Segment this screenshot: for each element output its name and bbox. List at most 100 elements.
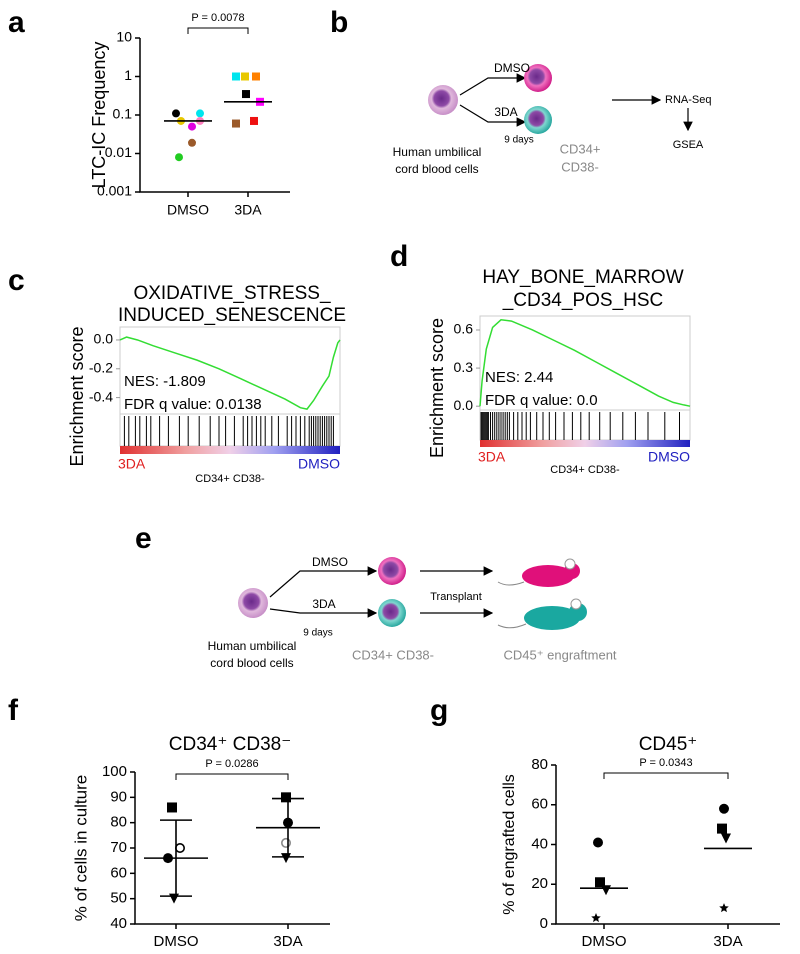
mouse (497, 598, 587, 630)
rank-bar (480, 440, 690, 447)
nes: NES: -1.809 (124, 373, 206, 390)
y-tick-label: 0.0 (454, 397, 474, 413)
x-tick-label: 3DA (273, 933, 302, 950)
panel-label: g (430, 694, 448, 727)
fdr: FDR q value: 0.0 (485, 392, 598, 409)
chart-title: CD45⁺ (639, 734, 698, 755)
label: CD38- (561, 159, 599, 174)
label: CD34+ CD38- (352, 647, 434, 662)
point (242, 90, 250, 99)
chart-title: INDUCED_SENESCENCE (118, 305, 346, 326)
x-tick-label: DMSO (154, 933, 199, 950)
chart-title: HAY_BONE_MARROW (482, 267, 683, 288)
y-axis-title: Enrichment score (67, 326, 87, 466)
point (169, 893, 179, 904)
point (281, 853, 291, 864)
bracket (603, 772, 729, 779)
point (188, 138, 196, 147)
p-value: P = 0.0078 (191, 12, 244, 24)
panel-label: c (8, 264, 25, 297)
x-tick-label: DMSO (582, 933, 627, 950)
diagram-b: b DMSO 3DA 9 days Human umbilical cord b… (330, 6, 711, 176)
point (175, 842, 186, 853)
y-tick-label: 0.001 (97, 183, 132, 199)
point (167, 802, 177, 813)
x-axis-title: CD34+ CD38- (550, 464, 620, 476)
label: 9 days (504, 135, 533, 146)
y-axis-title: % of cells in culture (71, 775, 90, 921)
y-tick-label: 90 (110, 788, 127, 805)
point (196, 109, 204, 118)
label: cord blood cells (395, 162, 478, 176)
arrow (269, 608, 378, 618)
panel-label: b (330, 6, 348, 39)
label: DMSO (494, 61, 530, 75)
cell (428, 85, 458, 115)
point (232, 119, 240, 128)
y-axis-title: LTC-IC Frequency (89, 42, 109, 189)
y-axis-title: Enrichment score (427, 318, 447, 458)
mouse (497, 558, 580, 587)
arrow (459, 104, 527, 127)
chart-title: OXIDATIVE_STRESS_ (133, 283, 331, 304)
axis (555, 765, 780, 925)
enrichment-curve (119, 336, 341, 410)
label: 3DA (312, 597, 335, 611)
y-tick-label: -0.4 (89, 388, 113, 404)
cell (524, 106, 552, 134)
cell (238, 588, 268, 618)
label: GSEA (673, 139, 704, 151)
y-tick-label: 0.6 (454, 321, 474, 337)
enrichment-curve (479, 319, 691, 407)
y-tick-label: 40 (531, 835, 548, 852)
cell (378, 599, 406, 627)
rank-left-label: 3DA (118, 456, 146, 472)
point (241, 72, 249, 81)
bracket (187, 27, 249, 34)
label: cord blood cells (210, 656, 293, 670)
y-tick-label: 80 (110, 814, 127, 831)
y-tick-label: 70 (110, 839, 127, 856)
y-tick-label: 60 (531, 796, 548, 813)
x-tick-label: 3DA (234, 202, 262, 218)
bracket (175, 773, 289, 780)
chart-title: CD34⁺ CD38⁻ (169, 734, 292, 755)
y-tick-label: 0.0 (94, 331, 114, 347)
p-value: P = 0.0286 (205, 758, 258, 770)
point (719, 903, 729, 913)
point (250, 116, 258, 125)
y-tick-label: 20 (531, 875, 548, 892)
label: 9 days (303, 628, 332, 639)
panel-label: d (390, 240, 408, 273)
y-tick-label: 60 (110, 864, 127, 881)
point (175, 153, 183, 162)
panel-label: e (135, 522, 152, 555)
y-axis-title: % of engrafted cells (501, 774, 518, 915)
axis (139, 38, 290, 193)
x-axis-title: CD34+ CD38- (195, 473, 265, 485)
point (601, 885, 611, 896)
point (280, 837, 291, 848)
y-tick-label: 80 (531, 756, 548, 773)
y-tick-label: 0.1 (113, 106, 133, 122)
x-tick-label: 3DA (713, 933, 742, 950)
arrow (459, 73, 527, 96)
p-value: P = 0.0343 (639, 757, 692, 769)
y-tick-label: 40 (110, 915, 127, 932)
y-tick-label: 0.01 (105, 144, 132, 160)
label: DMSO (312, 555, 348, 569)
arrow (269, 566, 378, 598)
rank-left-label: 3DA (478, 449, 506, 465)
chart-title: _CD34_POS_HSC (502, 290, 664, 311)
label: Human umbilical (208, 639, 297, 653)
label: CD34+ (560, 141, 601, 156)
point (252, 72, 260, 81)
axis (134, 772, 330, 925)
point (591, 913, 601, 923)
point (172, 109, 180, 118)
y-tick-label: 50 (110, 890, 127, 907)
point (717, 823, 727, 834)
rank-right-label: DMSO (648, 449, 690, 465)
y-tick-label: 10 (116, 29, 132, 45)
